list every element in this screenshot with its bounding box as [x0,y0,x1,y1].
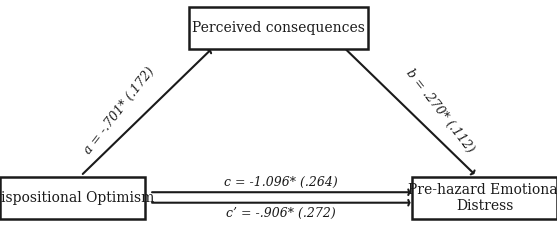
FancyBboxPatch shape [412,177,557,219]
Text: Dispositional Optimism: Dispositional Optimism [0,191,155,205]
Text: a = -.701* (.172): a = -.701* (.172) [82,65,158,157]
Text: Perceived consequences: Perceived consequences [192,21,365,35]
FancyBboxPatch shape [189,7,368,49]
FancyBboxPatch shape [0,177,145,219]
Text: c’ = -.906* (.272): c’ = -.906* (.272) [226,207,336,220]
Text: Pre-hazard Emotional
Distress: Pre-hazard Emotional Distress [408,183,557,213]
Text: b = .270* (.112): b = .270* (.112) [403,66,477,155]
Text: c = -1.096* (.264): c = -1.096* (.264) [224,176,338,189]
